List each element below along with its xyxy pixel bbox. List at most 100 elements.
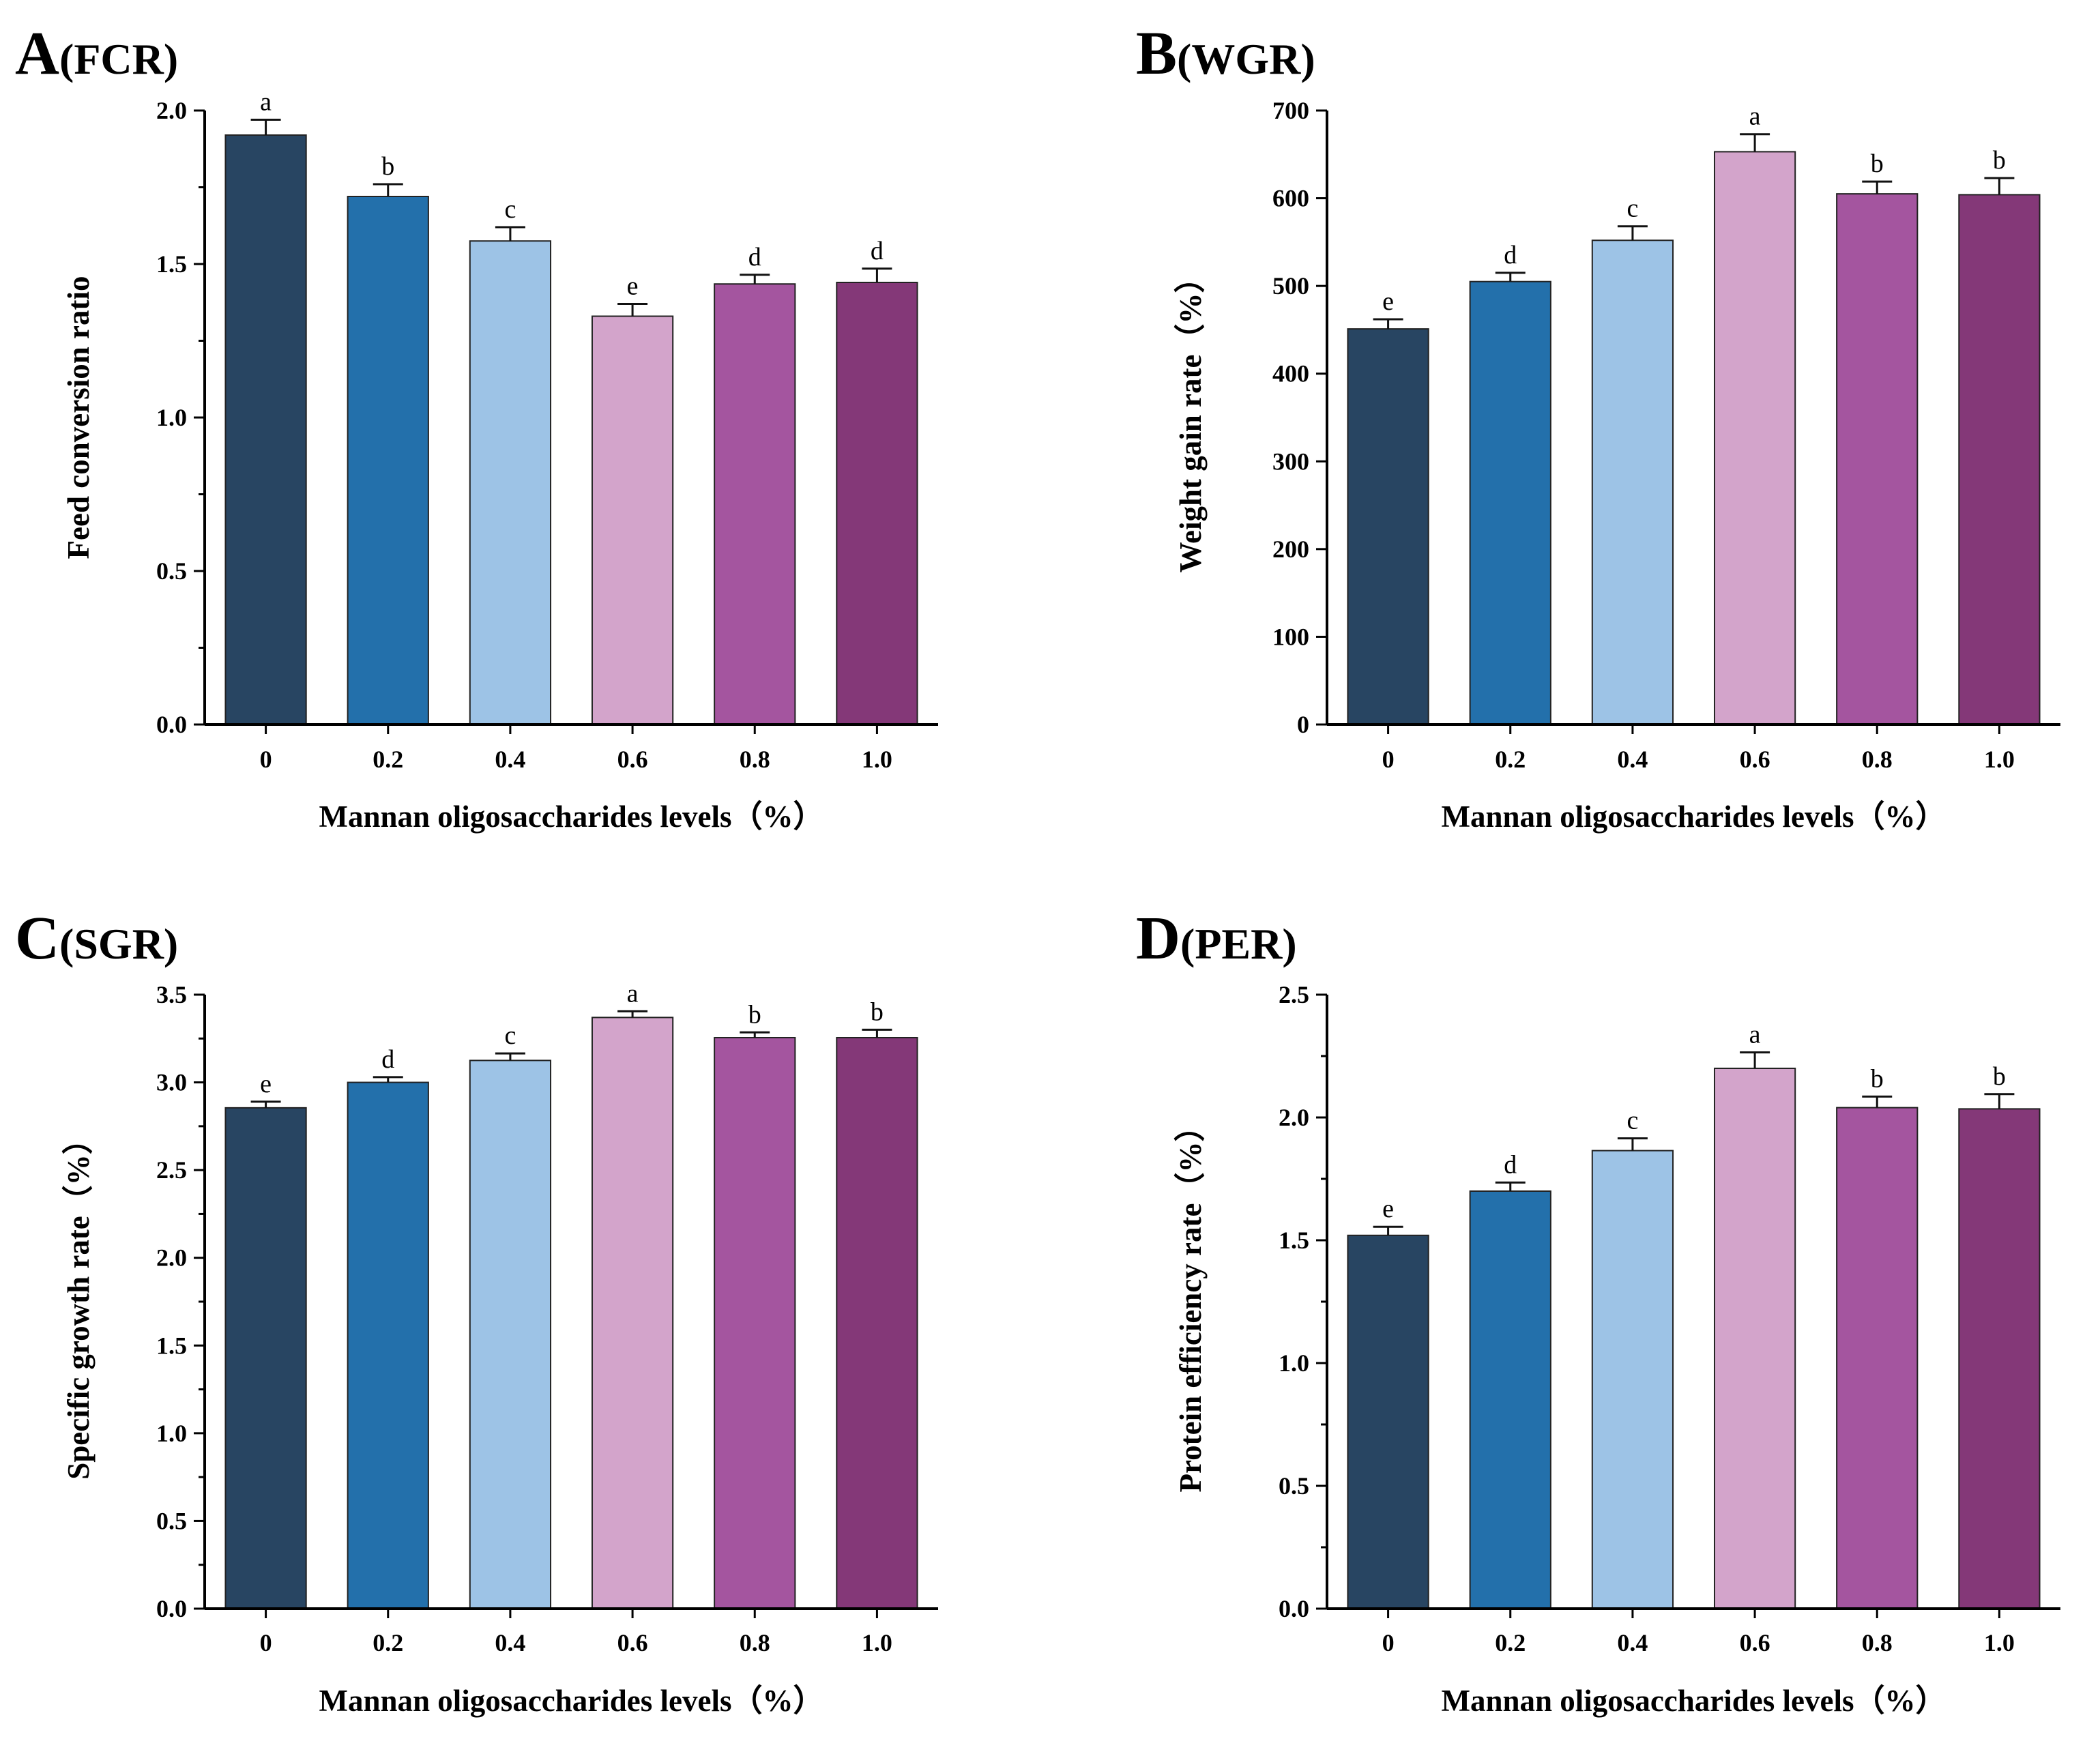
bar-d-0 <box>1347 1234 1429 1610</box>
bar-b-3 <box>1713 151 1796 725</box>
y-tick-label-a-4: 2.0 <box>156 97 187 124</box>
x-axis-title-d: Mannan oligosaccharides levels（%） <box>1442 1684 1946 1718</box>
y-tick-label-c-0: 0.0 <box>156 1595 187 1622</box>
x-tick-label-b-3: 0.6 <box>1740 746 1770 773</box>
bar-c-5 <box>836 1037 918 1609</box>
sig-letter-c-2: c <box>504 1021 516 1050</box>
x-tick-label-a-5: 1.0 <box>862 746 892 773</box>
y-tick-label-d-2: 1.0 <box>1279 1349 1309 1377</box>
bar-a-3 <box>591 315 674 725</box>
x-tick-label-c-1: 0.2 <box>373 1629 403 1656</box>
y-tick-label-b-3: 300 <box>1272 448 1309 475</box>
x-tick-label-b-1: 0.2 <box>1495 746 1526 773</box>
x-tick-label-c-2: 0.4 <box>495 1629 525 1656</box>
y-tick-label-b-4: 400 <box>1272 360 1309 387</box>
panel-letter-b: B <box>1136 20 1177 87</box>
x-tick-label-d-5: 1.0 <box>1984 1629 2015 1656</box>
x-axis-title-a: Mannan oligosaccharides levels（%） <box>319 800 824 834</box>
panel-tag-d: (PER) <box>1180 920 1297 968</box>
bar-c-3 <box>591 1016 674 1609</box>
x-tick-label-c-4: 0.8 <box>740 1629 770 1656</box>
bar-a-4 <box>714 283 796 725</box>
y-tick-label-b-5: 500 <box>1272 272 1309 299</box>
bar-c-2 <box>469 1059 552 1609</box>
panel-b: B(WGR) e d c a b b 0 100 200 300 400 500 600 700 0 0.2 0.… <box>1136 20 2060 834</box>
y-tick-label-b-6: 600 <box>1272 185 1309 212</box>
y-tick-label-a-1: 0.5 <box>156 557 187 585</box>
panel-letter-a: A <box>15 20 59 87</box>
x-tick-label-c-3: 0.6 <box>617 1629 648 1656</box>
sig-letter-b-2: c <box>1627 194 1638 223</box>
x-tick-label-c-0: 0 <box>260 1629 272 1656</box>
bar-d-2 <box>1591 1150 1674 1609</box>
panel-label-a: A(FCR) <box>15 20 178 87</box>
bar-b-1 <box>1469 280 1551 725</box>
x-tick-label-b-0: 0 <box>1382 746 1395 773</box>
x-tick-label-a-0: 0 <box>260 746 272 773</box>
y-tick-label-c-1: 0.5 <box>156 1507 187 1534</box>
y-axis-title-b: Weight gain rate（%） <box>1173 263 1208 573</box>
y-tick-label-a-3: 1.5 <box>156 250 187 278</box>
panel-d: D(PER) e d c a b b 0.0 0.5 1.0 1.5 2.0 2.5 0 0.2 0.4 0.6… <box>1136 905 2060 1718</box>
y-tick-label-b-1: 100 <box>1272 623 1309 650</box>
x-axis-title-c: Mannan oligosaccharides levels（%） <box>319 1684 824 1718</box>
panel-label-b: B(WGR) <box>1136 20 1315 87</box>
sig-letter-d-0: e <box>1382 1195 1394 1223</box>
sig-letter-d-4: b <box>1871 1064 1884 1093</box>
bar-b-4 <box>1836 193 1919 725</box>
x-tick-label-a-1: 0.2 <box>373 746 403 773</box>
y-axis-title-d: Protein efficiency rate（%） <box>1173 1111 1208 1493</box>
panel-c: C(SGR) e d c a b b 0.0 0.5 1.0 1.5 2.0 2.5 3.0 3.5 0 0.2… <box>15 905 938 1718</box>
y-tick-label-a-2: 1.0 <box>156 404 187 431</box>
x-tick-label-d-0: 0 <box>1382 1629 1395 1656</box>
panel-a: A(FCR) a b c e d d 0.0 0.5 1.0 1.5 2.0 0 0.2 0.4 0.6 0.8… <box>15 20 938 834</box>
sig-letter-b-4: b <box>1871 149 1884 178</box>
y-tick-label-b-2: 200 <box>1272 536 1309 563</box>
y-tick-label-d-5: 2.5 <box>1279 981 1309 1008</box>
x-tick-label-a-3: 0.6 <box>617 746 648 773</box>
y-axis-title-c: Specific growth rate（%） <box>61 1124 96 1480</box>
bar-b-0 <box>1347 328 1429 725</box>
y-tick-label-a-0: 0.0 <box>156 711 187 738</box>
sig-letter-b-3: a <box>1749 102 1761 131</box>
x-tick-label-a-4: 0.8 <box>740 746 770 773</box>
sig-letter-d-3: a <box>1749 1021 1761 1049</box>
y-tick-label-d-1: 0.5 <box>1279 1472 1309 1499</box>
sig-letter-c-1: d <box>381 1045 394 1074</box>
sig-letter-c-5: b <box>871 997 884 1026</box>
sig-letter-d-5: b <box>1993 1062 2006 1091</box>
bar-d-1 <box>1469 1190 1551 1609</box>
bar-a-1 <box>347 196 429 725</box>
y-tick-label-c-4: 2.0 <box>156 1244 187 1272</box>
sig-letter-d-1: d <box>1504 1150 1517 1179</box>
sig-letter-a-5: d <box>871 237 884 265</box>
bar-a-5 <box>836 282 918 725</box>
y-tick-label-c-5: 2.5 <box>156 1156 187 1184</box>
x-tick-label-d-1: 0.2 <box>1495 1629 1526 1656</box>
x-tick-label-d-4: 0.8 <box>1862 1629 1893 1656</box>
sig-letter-a-0: a <box>260 88 272 117</box>
sig-letter-d-2: c <box>1627 1107 1638 1135</box>
x-tick-label-d-3: 0.6 <box>1740 1629 1770 1656</box>
bar-a-2 <box>469 240 552 725</box>
panel-letter-d: D <box>1136 905 1180 972</box>
y-tick-label-b-7: 700 <box>1272 97 1309 124</box>
sig-letter-a-2: c <box>504 195 516 224</box>
y-axis-title-a: Feed conversion ratio <box>61 276 96 559</box>
sig-letter-c-0: e <box>260 1070 272 1098</box>
sig-letter-b-1: d <box>1504 241 1517 269</box>
x-tick-label-a-2: 0.4 <box>495 746 525 773</box>
panel-letter-c: C <box>15 905 59 972</box>
y-tick-label-c-7: 3.5 <box>156 981 187 1008</box>
panel-tag-c: (SGR) <box>59 920 178 968</box>
panel-tag-b: (WGR) <box>1177 35 1315 83</box>
y-tick-label-d-3: 1.5 <box>1279 1227 1309 1254</box>
y-tick-label-c-2: 1.0 <box>156 1420 187 1447</box>
panel-label-c: C(SGR) <box>15 905 178 972</box>
sig-letter-a-4: d <box>748 243 761 272</box>
bar-b-2 <box>1591 239 1674 725</box>
bar-a-0 <box>224 134 307 725</box>
sig-letter-a-1: b <box>381 152 394 181</box>
sig-letter-a-3: e <box>627 272 639 301</box>
